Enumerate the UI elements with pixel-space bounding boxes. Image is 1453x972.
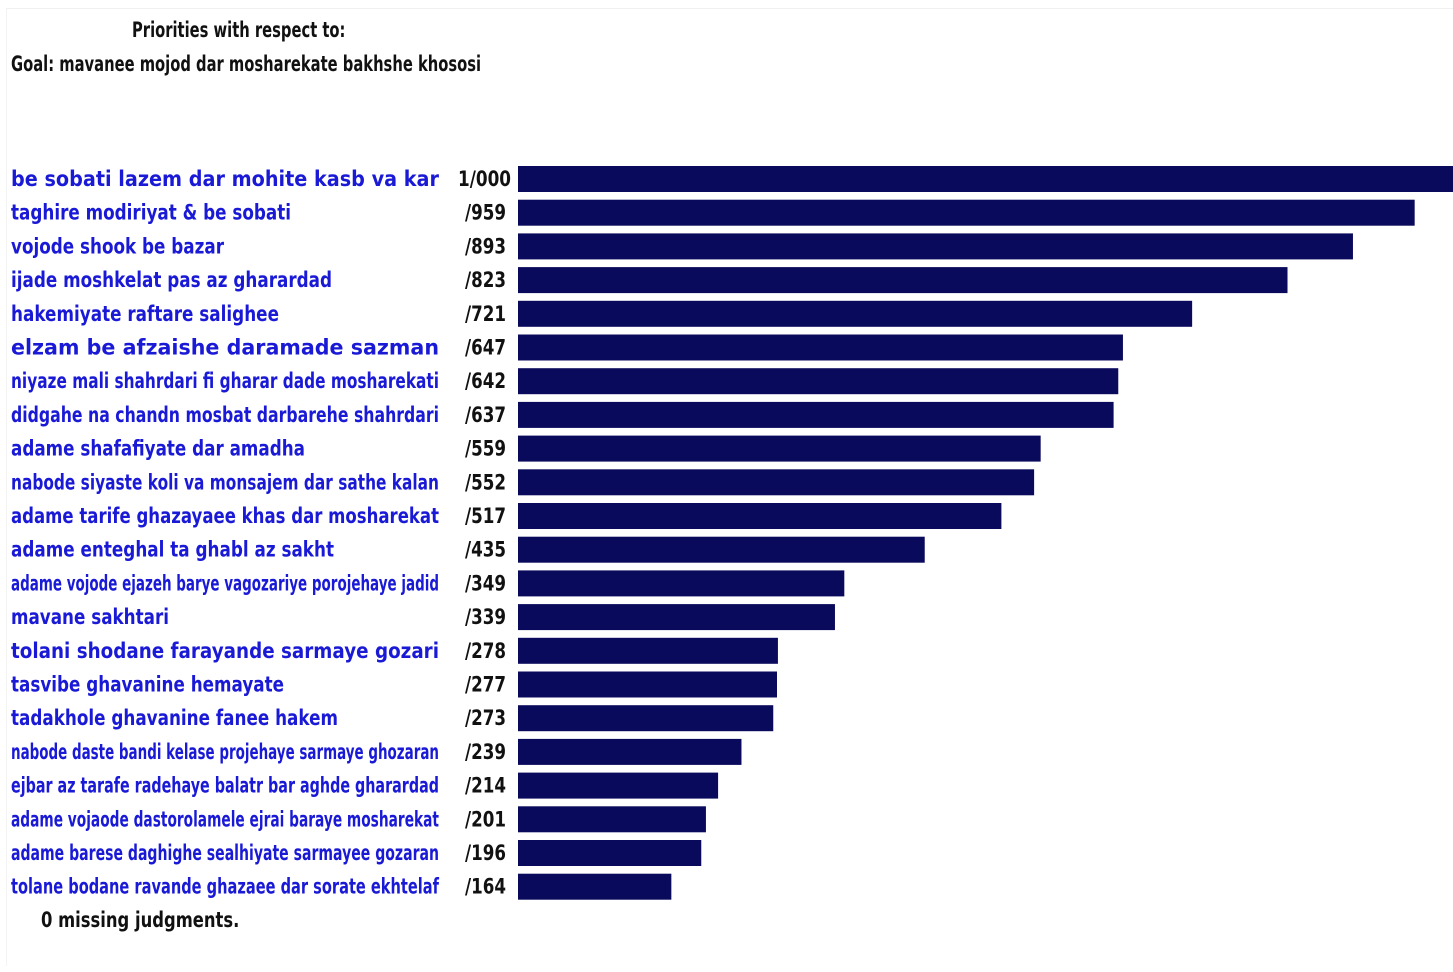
priority-bar: [518, 267, 1288, 294]
priority-bar: [518, 637, 778, 664]
value-label: /277: [465, 673, 506, 697]
value-label: /164: [465, 875, 506, 899]
priority-bar: [518, 199, 1415, 226]
row-label: niyaze mali shahrdari fi gharar dade mos…: [11, 369, 439, 393]
value-label: /647: [465, 336, 506, 360]
priority-bar: [518, 503, 1002, 529]
priority-bar: [518, 334, 1123, 361]
priority-bar: [518, 738, 742, 765]
row-label: tadakhole ghavanine fanee hakem: [11, 706, 338, 730]
priority-bar: [518, 166, 1453, 192]
value-label: /823: [465, 268, 506, 292]
value-label: /559: [465, 437, 506, 461]
priority-bar: [518, 570, 845, 597]
value-label: /339: [465, 605, 506, 629]
value-label: /721: [465, 302, 506, 326]
priority-bar: [518, 435, 1041, 462]
value-label: /349: [465, 571, 506, 595]
row-label: hakemiyate raftare salighee: [11, 302, 279, 326]
row-label: adame vojaode dastorolamele ejrai baraye…: [11, 807, 439, 831]
priority-bar: [518, 469, 1035, 496]
priority-bar: [518, 604, 835, 631]
value-label: /435: [465, 538, 506, 562]
row-label: tolane bodane ravande ghazaee dar sorate…: [11, 875, 440, 899]
value-label: /201: [465, 807, 506, 831]
row-label: ejbar az tarafe radehaye balatr bar aghd…: [11, 774, 439, 798]
missing-judgments-note: 0 missing judgments.: [41, 908, 240, 932]
goal-text: Goal: mavanee mojod dar mosharekate bakh…: [11, 52, 482, 76]
value-label: /642: [465, 369, 506, 393]
priority-bar: [518, 401, 1114, 428]
row-label: adame enteghal ta ghabl az sakht: [11, 538, 334, 562]
priority-bar: [518, 873, 672, 900]
row-label: vojode shook be bazar: [11, 234, 225, 258]
value-label: /517: [465, 504, 506, 528]
priority-bar: [518, 671, 777, 698]
priority-bar: [518, 536, 925, 563]
value-label: /893: [465, 234, 506, 258]
row-label: tasvibe ghavanine hemayate: [11, 673, 284, 697]
priority-bar: [518, 368, 1119, 395]
header-title: Priorities with respect to:: [132, 18, 346, 42]
row-label: nabode siyaste koli va monsajem dar sath…: [11, 470, 439, 494]
value-label: /637: [465, 403, 506, 427]
value-label: /214: [465, 774, 506, 798]
value-label: /959: [465, 201, 506, 225]
priority-bar: [518, 233, 1353, 260]
row-label: be sobati lazem dar mohite kasb va kar: [11, 167, 440, 191]
row-label: adame tarife ghazayaee khas dar mosharek…: [11, 504, 439, 528]
priority-bar: [518, 705, 774, 732]
row-label: nabode daste bandi kelase projehaye sarm…: [11, 740, 439, 764]
row-label: adame vojode ejazeh barye vagozariye por…: [11, 571, 439, 595]
row-label: taghire modiriyat & be sobati: [11, 201, 291, 225]
row-label: didgahe na chandn mosbat darbarehe shahr…: [11, 403, 439, 427]
priority-bar: [518, 806, 706, 833]
row-label: tolani shodane farayande sarmaye gozari: [11, 639, 439, 663]
row-label: elzam be afzaishe daramade sazman: [11, 336, 439, 360]
priority-bar: [518, 300, 1193, 327]
value-label: 1/000: [458, 167, 511, 191]
value-label: /278: [465, 639, 506, 663]
row-label: mavane sakhtari: [11, 605, 169, 629]
value-label: /196: [465, 841, 506, 865]
value-label: /273: [465, 706, 506, 730]
row-label: adame shafafiyate dar amadha: [11, 437, 305, 461]
priority-bar: [518, 772, 719, 799]
value-label: /239: [465, 740, 506, 764]
row-label: adame barese daghighe sealhiyate sarmaye…: [11, 841, 439, 865]
value-label: /552: [465, 470, 506, 494]
priority-bar: [518, 840, 702, 866]
row-label: ijade moshkelat pas az gharardad: [11, 268, 332, 292]
